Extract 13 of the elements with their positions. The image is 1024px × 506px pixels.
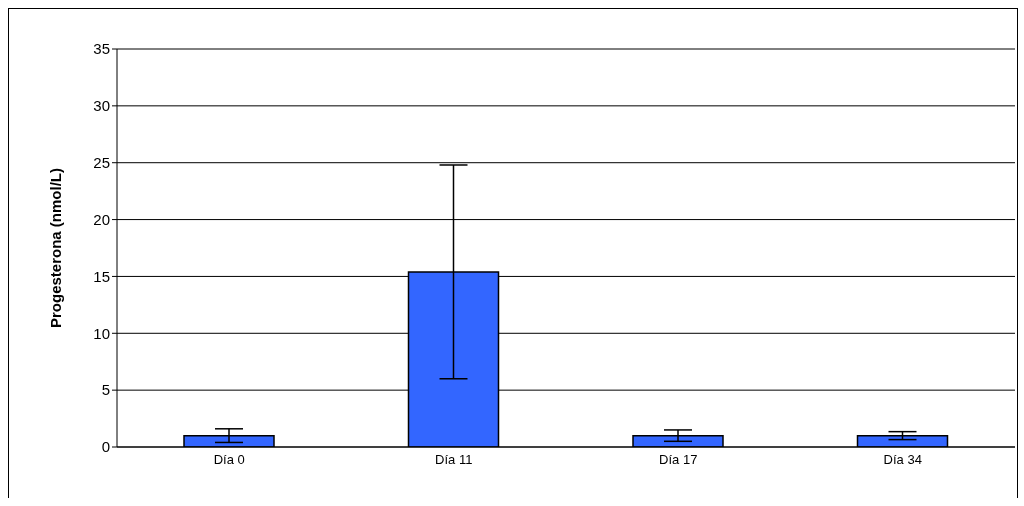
y-tick-label: 35 bbox=[93, 40, 110, 58]
x-tick-label: Día 17 bbox=[659, 452, 698, 468]
x-tick-label: Día 0 bbox=[213, 452, 245, 468]
y-tick-label: 10 bbox=[93, 324, 110, 342]
x-tick-label: Día 11 bbox=[435, 452, 473, 468]
y-tick-label: 20 bbox=[93, 210, 110, 228]
y-tick-label: 0 bbox=[101, 438, 110, 456]
y-tick-label: 25 bbox=[93, 154, 110, 172]
y-axis-title: Progesterona (nmol/L) bbox=[47, 167, 65, 328]
y-tick-label: 15 bbox=[93, 267, 110, 285]
x-tick-label: Día 34 bbox=[883, 452, 922, 468]
y-tick-label: 30 bbox=[93, 97, 110, 115]
y-tick-label: 5 bbox=[101, 381, 110, 399]
